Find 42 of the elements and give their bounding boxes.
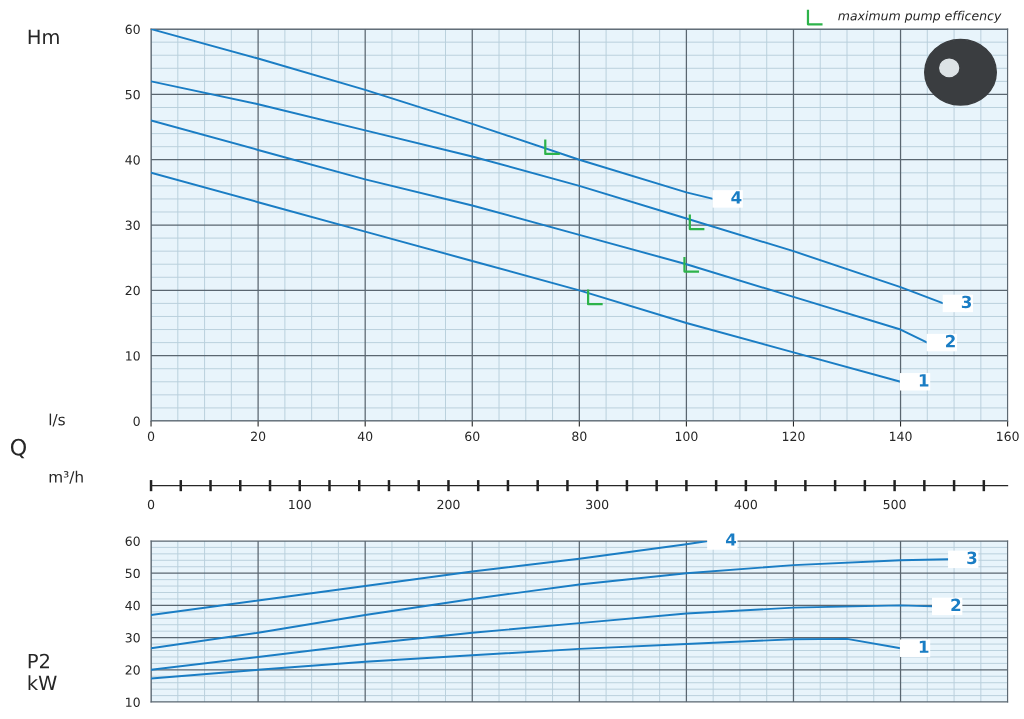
x-tick-label: 160 [997,431,1019,442]
x-tick-label: 140 [889,431,912,442]
y-tick-label: 40 [125,600,140,611]
x-tick-label: 80 [572,431,587,442]
x-tick-label: 40 [357,431,373,442]
y-axis-title: Hm [28,29,59,44]
x2-tick-label: 0 [147,499,155,510]
y-tick-label: 50 [125,568,140,579]
y-tick-label: 60 [125,536,140,546]
x-axis-title: l/s [49,413,65,427]
y-tick-label: 30 [125,633,140,643]
text: Q [10,438,26,459]
y-tick-label: 60 [125,24,140,35]
series-label: 2 [946,334,955,348]
x2-tick-label: 200 [437,499,460,510]
y-axis-title: P2 kW [28,653,57,690]
series-label: 4 [731,191,742,204]
x2-tick-label: 500 [883,499,906,510]
x2-tick-label: 300 [586,499,609,510]
x-tick-label: 100 [675,431,698,442]
x-tick-label: 0 [147,431,155,442]
series-label: 1 [919,640,929,653]
series-label: 1 [919,374,929,387]
y-tick-label: 10 [126,697,140,707]
y-tick-label: 0 [133,416,140,426]
legend-label: maximum pump efficency [838,10,1002,23]
series-label: 3 [961,295,972,309]
x2-tick-label: 400 [734,499,757,510]
x-tick-label: 20 [251,431,266,442]
x2-axis-title: m³/h [49,470,83,484]
x-tick-label: 60 [465,431,480,442]
y-tick-label: 40 [125,155,140,165]
series-label: 4 [725,533,737,546]
y-tick-label: 20 [125,665,140,675]
y-tick-label: 30 [125,220,140,230]
y-tick-label: 50 [125,89,140,100]
series-label: 3 [967,551,977,565]
x2-tick-label: 100 [289,499,311,510]
y-tick-label: 20 [125,285,140,296]
series-label: 2 [951,598,961,611]
y-tick-label: 10 [126,351,140,361]
x-tick-label: 120 [782,431,805,442]
